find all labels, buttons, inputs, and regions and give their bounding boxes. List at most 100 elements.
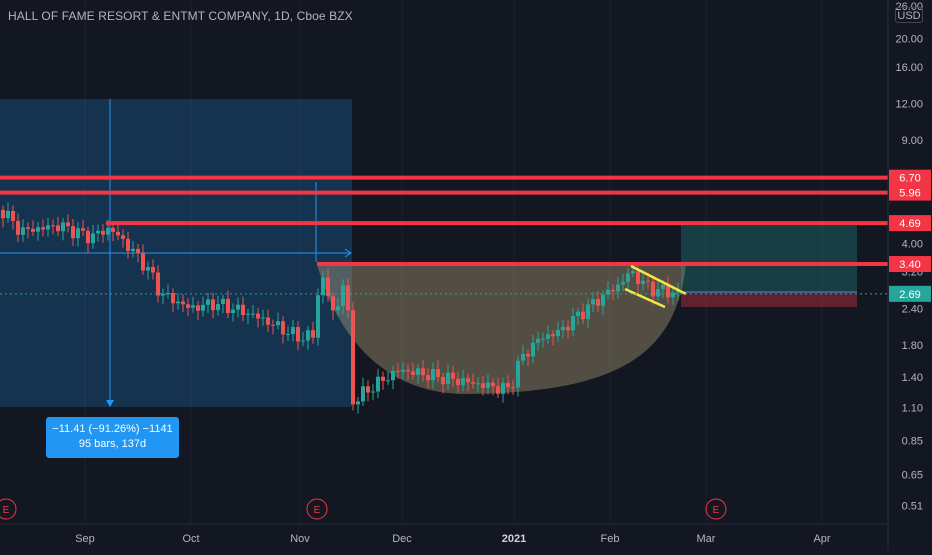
candle-body [536, 338, 540, 343]
candle-body [456, 378, 460, 386]
candle-body [526, 353, 530, 357]
earnings-marker-label: E [713, 505, 720, 516]
candle-body [376, 376, 380, 392]
candle-body [281, 321, 285, 335]
candle-body [111, 227, 115, 232]
candle-body [471, 382, 475, 384]
candle-body [81, 228, 85, 231]
candle-body [611, 289, 615, 292]
candle-body [221, 298, 225, 305]
candle-body [266, 317, 270, 325]
candle-body [566, 326, 570, 331]
candle-body [166, 293, 170, 295]
price-label-box [889, 215, 931, 232]
flag-lower-trendline[interactable] [624, 287, 666, 309]
candle-body [96, 230, 100, 234]
candle-body [21, 227, 25, 235]
candle-body [311, 330, 315, 338]
time-tick-label: Apr [813, 533, 830, 545]
measure-change-text: −11.41 (−91.26%) −1141 [52, 423, 173, 435]
candle-body [431, 369, 435, 381]
candle-body [561, 326, 565, 331]
candle-body [36, 227, 40, 232]
price-tick-label: 4.00 [902, 238, 923, 250]
gridlines [84, 0, 823, 524]
candle-body [501, 382, 505, 394]
price-label-text: 4.69 [899, 218, 920, 230]
currency-badge[interactable]: USD [895, 7, 923, 23]
candle-body [226, 298, 230, 313]
candle-body [486, 382, 490, 388]
price-label-box [889, 285, 931, 302]
candle-body [316, 295, 320, 338]
candle-body [601, 294, 605, 306]
earnings-marker[interactable] [306, 498, 328, 520]
earnings-marker[interactable] [0, 498, 17, 520]
position-loss-zone[interactable] [681, 292, 857, 307]
candle-body [121, 235, 125, 239]
candle-body [551, 334, 555, 337]
candle-body [541, 338, 545, 340]
candle-body [656, 289, 660, 297]
price-label-text: 5.96 [899, 188, 920, 200]
candle-body [511, 387, 515, 389]
flag-upper-trendline[interactable] [630, 264, 687, 296]
candle-body [241, 304, 245, 315]
candle-body [286, 333, 290, 335]
candle-body [91, 233, 95, 244]
earnings-marker[interactable] [705, 498, 727, 520]
candle-body [571, 316, 575, 331]
time-tick-label: Sep [75, 533, 95, 545]
time-tick-label: Feb [601, 533, 620, 545]
measure-arrow-down-icon [106, 400, 114, 407]
candle-body [331, 296, 335, 311]
candle-body [146, 267, 150, 271]
chart-title: HALL OF FAME RESORT & ENTMT COMPANY, 1D,… [8, 9, 353, 23]
price-tick-label: 1.80 [902, 340, 923, 352]
candle-body [591, 298, 595, 305]
cup-pattern-shape[interactable] [317, 264, 686, 395]
candle-body [556, 330, 560, 337]
candle-body [71, 226, 75, 239]
candle-body [321, 277, 325, 296]
candle-body [296, 327, 300, 342]
candle-body [206, 299, 210, 305]
candle-body [506, 382, 510, 388]
price-tick-label: 16.00 [895, 62, 923, 74]
candle-body [341, 285, 345, 307]
candle-body [131, 248, 135, 252]
candle-body [371, 391, 375, 393]
candle-body [46, 225, 50, 230]
price-label-box [889, 184, 931, 201]
candle-body [231, 309, 235, 313]
price-tick-label: 0.51 [902, 501, 923, 513]
price-labels: 6.70 5.96 4.69 3.40 2.69 [889, 169, 931, 302]
measure-tooltip: −11.41 (−91.26%) −1141 95 bars, 137d [46, 417, 179, 458]
candle-body [106, 227, 110, 235]
price-label-text: 6.70 [899, 173, 920, 185]
time-axis[interactable]: Sep Oct Nov Dec 2021 Feb Mar Apr [75, 533, 831, 545]
price-tick-label: 1.40 [902, 372, 923, 384]
resistance-levels[interactable] [0, 175, 888, 267]
candle-body [466, 378, 470, 383]
candle-body [496, 386, 500, 394]
candle-body [136, 248, 140, 254]
candle-body [181, 301, 185, 305]
candle-body [51, 225, 55, 227]
price-label-box [889, 169, 931, 186]
price-axis[interactable]: 26.0020.0016.0012.009.004.003.202.401.80… [895, 1, 923, 513]
candle-body [516, 360, 520, 388]
price-label-text: 3.40 [899, 259, 920, 271]
price-tick-label: 9.00 [902, 135, 923, 147]
position-profit-zone[interactable] [681, 221, 857, 292]
candle-body [616, 284, 620, 292]
price-tick-label: 20.00 [895, 33, 923, 45]
candle-body [216, 304, 220, 311]
candle-body [261, 317, 265, 319]
candle-body [306, 330, 310, 341]
candle-body [201, 304, 205, 311]
candle-body [416, 368, 420, 375]
